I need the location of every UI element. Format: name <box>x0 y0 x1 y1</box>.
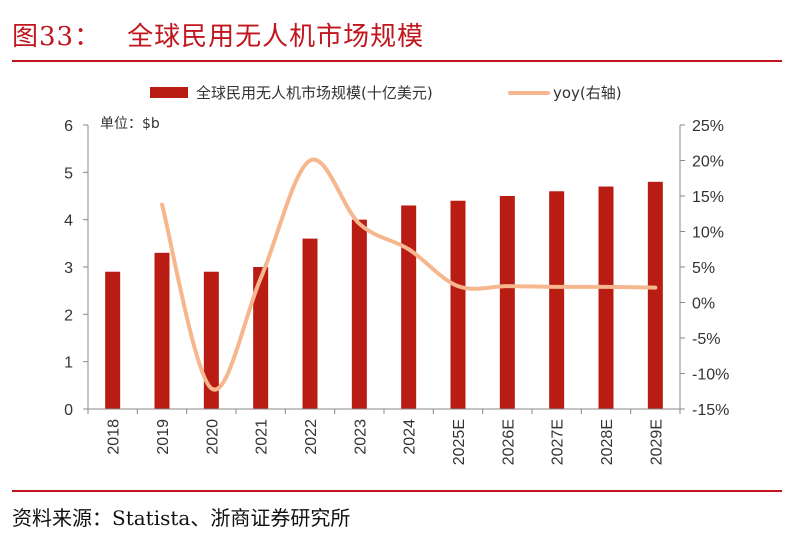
right-tick-label: 5% <box>692 260 715 277</box>
bar <box>450 200 466 409</box>
bar <box>105 271 121 409</box>
source-note: 资料来源：Statista、浙商证券研究所 <box>12 506 351 530</box>
bar <box>154 252 170 409</box>
right-axis: -15% -10% -5% 0% 5% 10% 15% 20% 25% <box>679 118 729 419</box>
bar <box>253 267 269 409</box>
left-tick-label: 4 <box>64 213 73 230</box>
bar <box>647 181 663 409</box>
right-tick-label: 0% <box>692 296 715 313</box>
x-tick-label: 2029E <box>648 419 665 465</box>
left-tick-label: 6 <box>64 118 73 135</box>
x-tick-label: 2019 <box>155 419 172 455</box>
figure-title-text: 全球民用无人机市场规模 <box>127 22 425 52</box>
bar <box>401 205 417 409</box>
title-divider <box>12 60 782 62</box>
x-tick-label: 2021 <box>254 419 271 455</box>
legend-bar-label: 全球民用无人机市场规模(十亿美元) <box>196 84 433 102</box>
legend: 全球民用无人机市场规模(十亿美元) yoy(右轴) <box>150 84 622 102</box>
yoy-line <box>160 157 658 392</box>
unit-label: 单位：$b <box>100 116 160 132</box>
bar <box>499 196 515 409</box>
x-tick-label: 2026E <box>500 419 517 465</box>
right-tick-label: 25% <box>692 118 724 135</box>
legend-bar-swatch <box>150 87 188 98</box>
right-tick-label: -10% <box>692 367 729 384</box>
left-tick-label: 3 <box>64 260 73 277</box>
bar-series <box>105 181 663 409</box>
left-tick-label: 0 <box>64 402 73 419</box>
source-divider <box>12 490 782 492</box>
figure-title: 图33： 全球民用无人机市场规模 <box>12 16 424 53</box>
x-tick-label: 2020 <box>204 419 221 455</box>
bar <box>351 219 367 409</box>
x-axis: 2018 2019 2020 2021 2022 2023 2024 2025E 2026E 20… <box>87 408 681 465</box>
bar <box>598 186 614 409</box>
right-tick-label: -15% <box>692 402 729 419</box>
bar <box>302 238 318 409</box>
x-tick-label: 2024 <box>402 419 419 455</box>
left-tick-label: 5 <box>64 165 73 182</box>
right-tick-label: 20% <box>692 154 724 171</box>
x-tick-label: 2018 <box>106 419 123 455</box>
x-tick-label: 2028E <box>599 419 616 465</box>
figure-number: 图33： <box>12 22 102 52</box>
x-tick-label: 2027E <box>550 419 567 465</box>
x-tick-label: 2025E <box>451 419 468 465</box>
yoy-line-series <box>160 157 658 392</box>
bar <box>549 191 565 409</box>
x-tick-label: 2022 <box>303 419 320 455</box>
right-tick-label: -5% <box>692 331 720 348</box>
right-tick-label: 15% <box>692 189 724 206</box>
right-tick-label: 10% <box>692 225 724 242</box>
left-tick-label: 2 <box>64 307 73 324</box>
bar <box>203 271 219 409</box>
left-tick-label: 1 <box>64 355 73 372</box>
left-axis: 0 1 2 3 4 5 6 <box>64 118 89 419</box>
legend-line-label: yoy(右轴) <box>553 84 622 102</box>
x-tick-label: 2023 <box>352 419 369 455</box>
